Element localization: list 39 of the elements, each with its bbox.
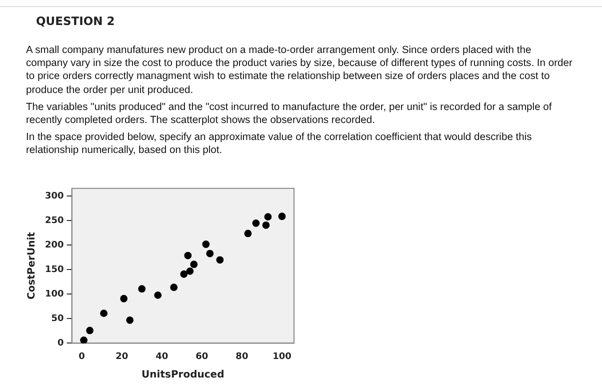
point: [262, 221, 270, 229]
x-tick-label: 80: [236, 352, 248, 362]
x-tick-label: 100: [272, 352, 292, 362]
y-axis-title: CostPerUnit: [26, 232, 38, 300]
point: [120, 294, 128, 302]
chart-title: QUESTION 2: [36, 14, 115, 28]
point: [202, 240, 210, 248]
x-tick-label: 0: [78, 352, 85, 362]
point: [184, 252, 192, 260]
point: [170, 284, 178, 292]
point: [264, 213, 272, 221]
point: [126, 316, 134, 324]
text: The variables "units produced" and the "cost incurred to manufacture the order, per unit" is recorded for a sample of recently completed orders. The scatterplot shows the observations recorded.: [26, 100, 553, 128]
x-tick-label: 20: [116, 352, 128, 362]
text: In the space provided below, specify an approximate value of the correlation coefficient that would describe this relationship numerically, based on this plot.: [26, 131, 533, 158]
point: [154, 291, 162, 299]
y-tick-label: 300: [44, 192, 64, 202]
x-tick-label: 40: [156, 352, 168, 362]
text: A small company manufatures new product on a made-to-order arrangement only. Since orders placed with the company vary in size the cost to produce the product varies by size, because of different types of running costs. In order to price orders correctly managment wish to estimate the relationship between size of orders places and the cost to produce the order per unit produced.: [26, 44, 574, 97]
x-tick-label: 60: [196, 352, 208, 362]
x-axis-title: UnitsProduced: [142, 370, 224, 381]
point: [100, 310, 108, 318]
point: [180, 270, 188, 278]
point: [252, 219, 260, 227]
point: [86, 326, 94, 334]
point: [278, 212, 286, 220]
y-tick-label: 250: [44, 216, 64, 226]
point: [138, 285, 146, 293]
point: [206, 250, 214, 258]
point: [244, 230, 252, 238]
point: [186, 267, 194, 275]
y-tick-label: 0: [58, 338, 64, 349]
point: [190, 260, 198, 268]
y-tick-label: 200: [44, 240, 64, 251]
y-tick-label: 150: [44, 265, 64, 276]
point: [80, 336, 88, 344]
y-tick-label: 100: [44, 290, 64, 300]
point: [216, 256, 224, 264]
y-tick-label: 50: [51, 314, 64, 324]
